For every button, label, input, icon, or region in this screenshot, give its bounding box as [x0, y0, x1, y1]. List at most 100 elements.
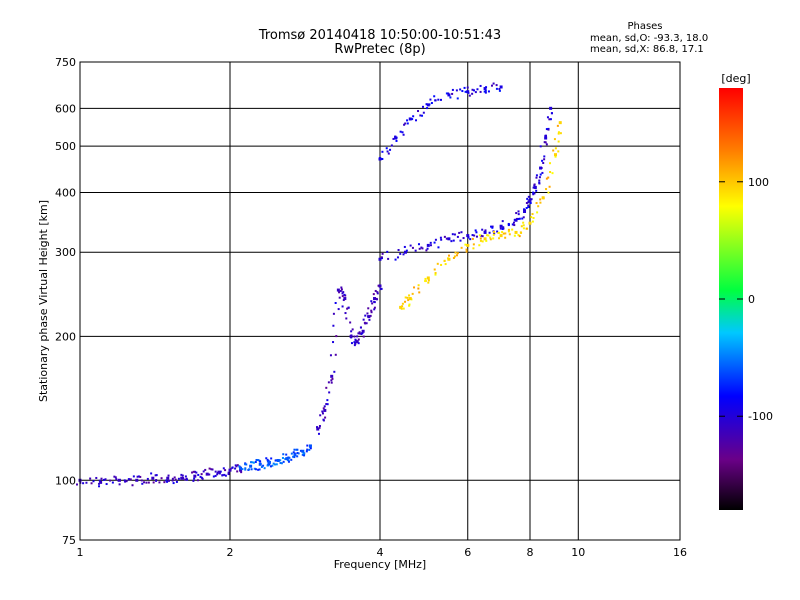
echo-point	[455, 89, 458, 92]
echo-point	[343, 293, 346, 296]
echo-point	[463, 86, 466, 89]
echo-point	[464, 243, 467, 246]
echo-point	[210, 468, 213, 471]
echo-point	[331, 377, 334, 380]
echo-point	[527, 195, 530, 198]
echo-point	[404, 296, 407, 299]
trace-point	[180, 476, 184, 480]
echo-point	[390, 144, 393, 147]
echo-point	[346, 307, 349, 310]
echo-point	[456, 252, 459, 255]
echo-point	[399, 130, 402, 133]
echo-point	[341, 305, 344, 308]
echo-point	[459, 88, 462, 91]
echo-point	[429, 244, 432, 247]
trace-point	[499, 224, 503, 228]
echo-point	[404, 300, 407, 303]
x-tick-label: 1	[77, 546, 84, 559]
chart-subtitle: RwPretec (8p)	[334, 42, 426, 57]
echo-point	[421, 105, 424, 108]
echo-point	[248, 468, 251, 471]
trace-point	[466, 234, 470, 238]
echo-point	[532, 186, 535, 189]
echo-point	[462, 237, 465, 240]
echo-point	[522, 224, 525, 227]
echo-point	[381, 252, 384, 255]
grid	[80, 62, 680, 540]
trace-point	[403, 250, 407, 254]
echo-point	[545, 128, 548, 131]
echo-point	[535, 174, 538, 177]
echo-point	[330, 379, 333, 382]
echo-point	[125, 480, 128, 483]
echo-point	[538, 179, 541, 182]
echo-point	[417, 284, 420, 287]
echo-point	[259, 460, 262, 463]
echo-point	[485, 239, 488, 242]
echo-point	[353, 335, 356, 338]
echo-point	[406, 122, 409, 125]
echo-point	[520, 225, 523, 228]
echo-point	[234, 467, 237, 470]
echo-point	[160, 477, 163, 480]
echo-point	[525, 207, 528, 210]
echo-point	[290, 452, 293, 455]
echo-point	[234, 464, 237, 467]
echo-point	[421, 114, 424, 117]
echo-point	[212, 475, 215, 478]
echo-point	[245, 463, 248, 466]
echo-point	[263, 467, 266, 470]
y-tick-label: 750	[55, 56, 76, 69]
echo-point	[557, 132, 560, 135]
echo-point	[437, 246, 440, 249]
echo-point	[425, 249, 428, 252]
echo-point	[167, 474, 170, 477]
echo-point	[165, 479, 168, 482]
echo-point	[543, 141, 546, 144]
echo-point	[369, 314, 372, 317]
echo-point	[145, 481, 148, 484]
trace-point	[514, 230, 518, 234]
echo-point	[325, 403, 328, 406]
echo-point	[408, 294, 411, 297]
echo-point	[387, 152, 390, 155]
echo-point	[458, 231, 461, 234]
echo-point	[412, 115, 415, 118]
echo-point	[537, 205, 540, 208]
trace-point	[499, 234, 503, 238]
echo-point	[434, 273, 437, 276]
echo-point	[372, 293, 375, 296]
echo-point	[401, 131, 404, 134]
echo-point	[297, 452, 300, 455]
echo-point	[275, 459, 278, 462]
echo-point	[414, 249, 417, 252]
echo-point	[143, 481, 146, 484]
echo-point	[282, 453, 285, 456]
echo-point	[123, 479, 126, 482]
trace-point	[483, 237, 487, 241]
echo-point	[406, 119, 409, 122]
echo-point	[434, 99, 437, 102]
echo-point	[250, 461, 253, 464]
echo-point	[433, 268, 436, 271]
echo-point	[328, 391, 331, 394]
echo-point	[358, 332, 361, 335]
echo-point	[546, 116, 549, 119]
trace-point	[276, 458, 280, 462]
echo-point	[214, 474, 217, 477]
trace-point	[553, 153, 557, 157]
echo-point	[474, 229, 477, 232]
echo-point	[370, 309, 373, 312]
echo-point	[478, 234, 481, 237]
x-tick-labels: 1 2 4 6 8 10 16	[77, 546, 688, 559]
echo-point	[401, 302, 404, 305]
echo-point	[332, 312, 335, 315]
echo-point	[174, 478, 177, 481]
echo-point	[479, 84, 482, 87]
echo-point	[484, 229, 487, 232]
trace-point	[378, 284, 382, 288]
echo-point	[479, 237, 482, 240]
echo-point	[354, 342, 357, 345]
echo-point	[492, 237, 495, 240]
echo-point	[303, 454, 306, 457]
